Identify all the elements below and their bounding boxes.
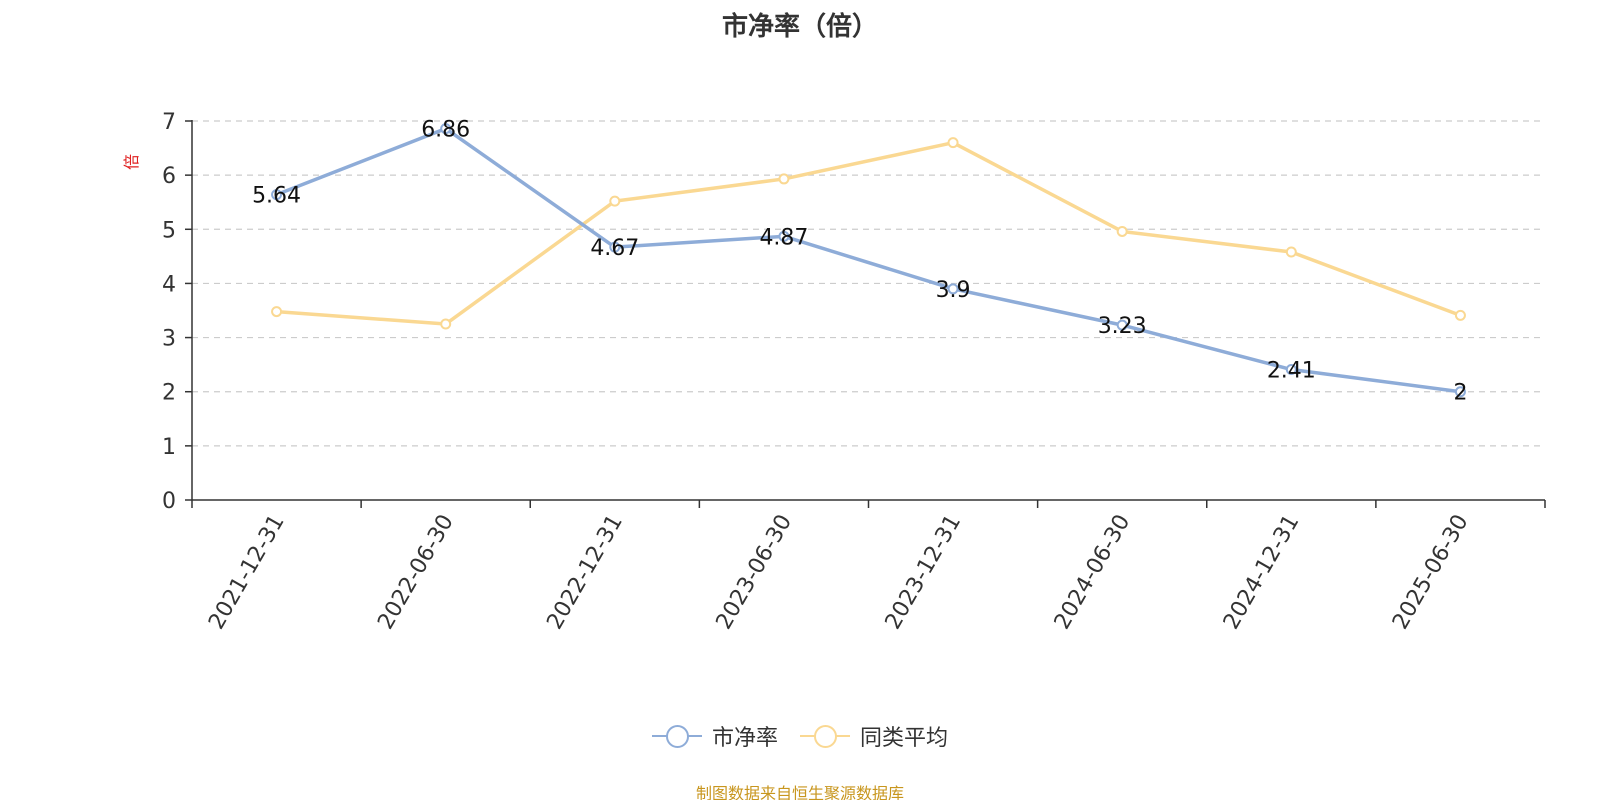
data-point (778, 173, 790, 185)
legend-peer-swatch-icon (800, 724, 850, 748)
y-tick-label: 4 (162, 272, 176, 297)
y-tick-label: 1 (162, 435, 176, 460)
data-point (609, 195, 621, 207)
data-point (271, 189, 283, 201)
data-label: 2 (1453, 381, 1467, 406)
data-point (1116, 225, 1128, 237)
data-point (440, 318, 452, 330)
legend: 市净率 同类平均 (0, 720, 1600, 752)
y-tick-label: 2 (162, 381, 176, 406)
y-axis-label: 倍 (122, 154, 141, 170)
data-label: 4.87 (759, 225, 808, 250)
data-label: 3.23 (1098, 314, 1147, 339)
data-label: 6.86 (421, 118, 470, 143)
data-source-note: 制图数据来自恒生聚源数据库 (695, 784, 904, 800)
x-tick-label: 2025-06-30 (1388, 511, 1474, 634)
x-tick-label: 2021-12-31 (204, 511, 290, 634)
data-point (1454, 386, 1466, 398)
data-point (778, 230, 790, 242)
data-label: 3.9 (936, 278, 971, 303)
x-tick-label: 2024-06-30 (1050, 511, 1136, 634)
data-label: 5.64 (252, 184, 301, 209)
y-tick-label: 7 (162, 110, 176, 135)
legend-peer-label: 同类平均 (860, 726, 949, 751)
data-point (271, 306, 283, 318)
legend-pb-swatch-icon (651, 724, 702, 748)
legend-item-peer-average[interactable]: 同类平均 (800, 720, 948, 752)
data-label: 2.41 (1267, 359, 1316, 384)
series-line-1 (276, 140, 1462, 326)
y-tick-label: 5 (162, 218, 176, 243)
x-tick-label: 2023-06-30 (712, 511, 798, 634)
data-point (1116, 319, 1128, 331)
y-tick-label: 3 (162, 327, 176, 352)
legend-item-pb[interactable]: 市净率 (651, 720, 778, 752)
x-tick-label: 2024-12-31 (1219, 511, 1305, 634)
data-point (1285, 364, 1297, 376)
x-tick-label: 2022-06-30 (373, 511, 459, 634)
data-point (440, 123, 452, 135)
data-point (1454, 309, 1466, 321)
series-line-0 (275, 126, 1461, 394)
legend-pb-label: 市净率 (711, 726, 778, 751)
data-point (1285, 246, 1297, 258)
y-tick-label: 0 (162, 489, 176, 514)
data-point (609, 241, 621, 253)
y-tick-label: 6 (162, 164, 176, 189)
chart-title: 市净率（倍） (721, 12, 878, 42)
x-tick-label: 2023-12-31 (881, 511, 967, 634)
data-label: 4.67 (590, 236, 639, 261)
x-tick-label: 2022-12-31 (542, 511, 628, 634)
data-point (947, 137, 959, 149)
data-point (947, 283, 959, 295)
